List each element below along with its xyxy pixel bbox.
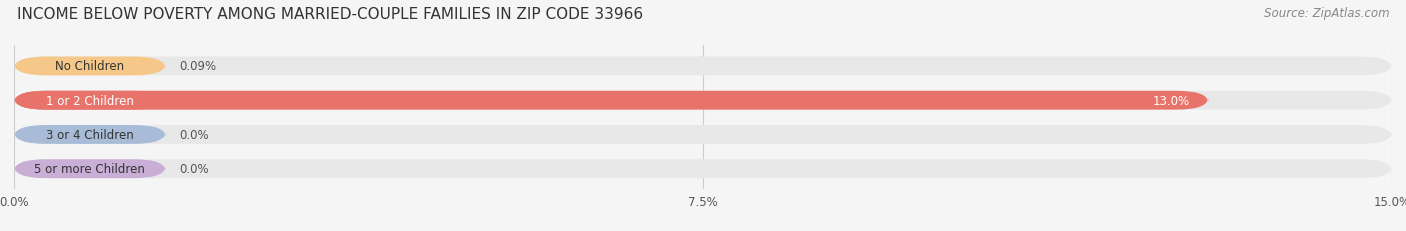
- FancyBboxPatch shape: [14, 91, 1392, 110]
- Text: 5 or more Children: 5 or more Children: [34, 162, 145, 175]
- FancyBboxPatch shape: [14, 57, 1392, 76]
- Text: INCOME BELOW POVERTY AMONG MARRIED-COUPLE FAMILIES IN ZIP CODE 33966: INCOME BELOW POVERTY AMONG MARRIED-COUPL…: [17, 7, 643, 22]
- Text: 0.0%: 0.0%: [180, 128, 209, 141]
- FancyBboxPatch shape: [14, 91, 166, 110]
- FancyBboxPatch shape: [14, 57, 166, 76]
- Text: 0.09%: 0.09%: [180, 60, 217, 73]
- FancyBboxPatch shape: [14, 125, 1392, 144]
- Text: 0.0%: 0.0%: [180, 162, 209, 175]
- Text: No Children: No Children: [55, 60, 124, 73]
- Text: 1 or 2 Children: 1 or 2 Children: [46, 94, 134, 107]
- FancyBboxPatch shape: [14, 125, 166, 144]
- Text: Source: ZipAtlas.com: Source: ZipAtlas.com: [1264, 7, 1389, 20]
- Text: 3 or 4 Children: 3 or 4 Children: [46, 128, 134, 141]
- FancyBboxPatch shape: [14, 160, 166, 178]
- FancyBboxPatch shape: [14, 91, 1208, 110]
- FancyBboxPatch shape: [14, 160, 1392, 178]
- Text: 13.0%: 13.0%: [1153, 94, 1189, 107]
